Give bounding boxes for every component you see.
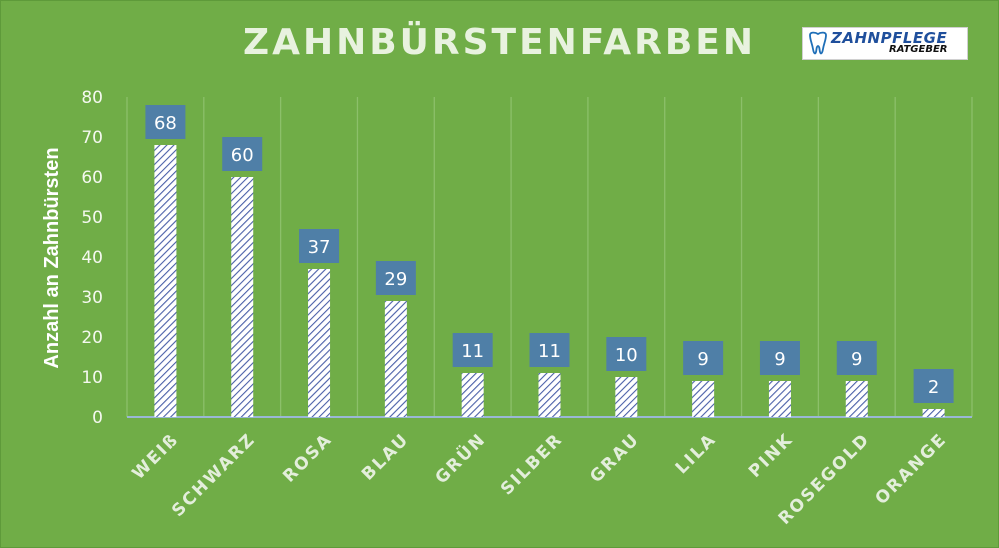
bar	[231, 177, 254, 417]
data-label-value: 11	[538, 341, 561, 362]
data-label-value: 9	[697, 349, 708, 370]
chart-title: ZAHNBÜRSTENFARBEN	[242, 22, 757, 63]
y-axis: 0 10 20 30 40 50 60 70 80	[81, 88, 103, 428]
data-label: 10	[606, 337, 647, 371]
data-label-box	[299, 229, 340, 263]
y-tick-label: 20	[81, 328, 103, 348]
data-label-box	[836, 341, 877, 375]
bar	[154, 145, 177, 417]
data-label-box	[222, 137, 263, 171]
bar	[615, 377, 638, 417]
data-label-box	[913, 369, 954, 403]
y-tick-label: 10	[81, 368, 103, 388]
data-label: 68	[145, 105, 186, 139]
y-tick-label: 40	[81, 248, 103, 268]
data-labels: 68 60 37 29 11 11 10 9 9 9 2	[145, 105, 954, 403]
x-tick-label: ROSA	[279, 429, 336, 486]
x-tick-label: GRAU	[586, 429, 644, 487]
bar	[692, 381, 715, 417]
data-label-value: 29	[384, 269, 407, 290]
bar	[384, 301, 407, 417]
data-label-box	[606, 337, 647, 371]
brand-subtitle: RATGEBER	[889, 44, 948, 55]
y-tick-label: 30	[81, 288, 103, 308]
brand-logo: ZAHNPFLEGE RATGEBER	[802, 27, 968, 60]
data-label-value: 60	[231, 145, 254, 166]
data-label-value: 2	[928, 377, 939, 398]
data-label: 11	[452, 333, 493, 367]
data-label-box	[529, 333, 570, 367]
data-label: 60	[222, 137, 263, 171]
data-label-value: 37	[308, 237, 331, 258]
data-label-box	[452, 333, 493, 367]
tooth-icon	[809, 31, 827, 55]
data-label-value: 9	[851, 349, 862, 370]
data-label: 11	[529, 333, 570, 367]
data-label-value: 11	[461, 341, 484, 362]
x-tick-label: LILA	[672, 429, 721, 478]
data-label: 9	[759, 341, 800, 375]
bar	[922, 409, 945, 417]
data-label: 9	[683, 341, 724, 375]
y-axis-label: Anzahl an Zahnbürsten	[41, 147, 63, 368]
data-label-box	[375, 261, 416, 295]
data-label: 2	[913, 369, 954, 403]
brand-name: ZAHNPFLEGE	[831, 29, 948, 47]
y-tick-label: 70	[81, 128, 103, 148]
x-tick-label: WEIß	[129, 429, 183, 483]
bar	[308, 269, 331, 417]
x-tick-label: PINK	[745, 429, 797, 481]
data-label-box	[145, 105, 186, 139]
data-label-box	[683, 341, 724, 375]
data-label: 37	[299, 229, 340, 263]
bars	[154, 145, 945, 417]
gridlines	[126, 97, 973, 418]
data-label-value: 68	[154, 113, 177, 134]
y-tick-label: 60	[81, 168, 103, 188]
data-label: 29	[375, 261, 416, 295]
x-tick-label: ORANGE	[872, 429, 952, 509]
bar	[768, 381, 791, 417]
data-label-box	[759, 341, 800, 375]
data-label: 9	[836, 341, 877, 375]
y-tick-label: 50	[81, 208, 103, 228]
data-label-value: 9	[774, 349, 785, 370]
y-tick-label: 0	[92, 408, 103, 428]
bar	[845, 381, 868, 417]
bar	[538, 373, 561, 417]
x-tick-label: GRÜN	[430, 428, 490, 488]
x-tick-label: SILBER	[497, 429, 567, 499]
y-tick-label: 80	[81, 88, 103, 108]
data-label-value: 10	[615, 345, 638, 366]
x-tick-label: BLAU	[358, 429, 413, 484]
bar	[461, 373, 484, 417]
